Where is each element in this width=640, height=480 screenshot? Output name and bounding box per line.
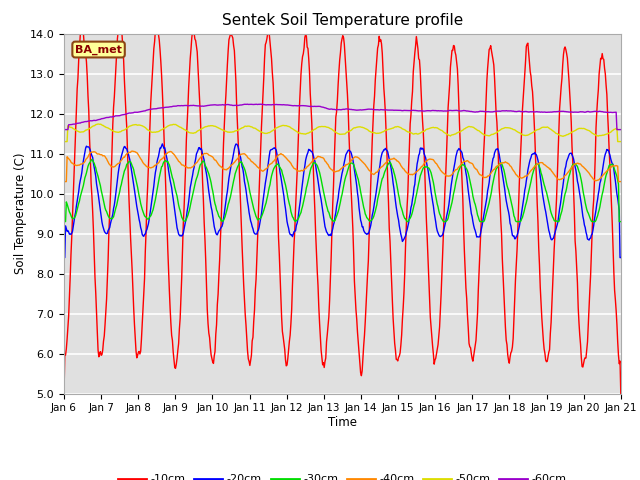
Title: Sentek Soil Temperature profile: Sentek Soil Temperature profile [222, 13, 463, 28]
-20cm [617, 255, 625, 261]
-10cm [617, 391, 625, 396]
Legend: -10cm, -20cm, -30cm, -40cm, -50cm, -60cm: -10cm, -20cm, -30cm, -40cm, -50cm, -60cm [114, 470, 571, 480]
-30cm [185, 210, 193, 216]
-50cm [60, 139, 68, 144]
-30cm [214, 211, 222, 217]
-30cm [88, 156, 96, 162]
-10cm [116, 17, 124, 23]
-50cm [70, 126, 78, 132]
-50cm [214, 125, 222, 131]
X-axis label: Time: Time [328, 416, 357, 429]
-40cm [128, 148, 136, 154]
-60cm [184, 103, 192, 108]
-60cm [127, 110, 135, 116]
-30cm [428, 170, 435, 176]
-30cm [70, 215, 78, 221]
-50cm [94, 121, 102, 127]
-30cm [411, 200, 419, 205]
-40cm [214, 161, 222, 167]
Line: -40cm: -40cm [64, 151, 621, 181]
-20cm [185, 199, 193, 204]
-20cm [214, 230, 222, 236]
-10cm [70, 168, 78, 174]
-20cm [411, 181, 419, 187]
-60cm [256, 101, 264, 107]
-10cm [60, 391, 68, 396]
-50cm [185, 130, 193, 135]
-40cm [411, 170, 419, 176]
-40cm [428, 156, 435, 162]
-60cm [70, 121, 78, 127]
-60cm [60, 127, 68, 132]
-50cm [617, 139, 625, 144]
-30cm [617, 219, 625, 225]
Line: -60cm: -60cm [64, 104, 621, 130]
-40cm [60, 179, 68, 184]
Line: -50cm: -50cm [64, 124, 621, 142]
-60cm [428, 108, 435, 114]
-10cm [128, 267, 136, 273]
-20cm [60, 255, 68, 261]
-50cm [128, 122, 136, 128]
-50cm [428, 125, 435, 131]
-20cm [70, 218, 78, 224]
-40cm [617, 179, 625, 184]
Text: BA_met: BA_met [75, 44, 122, 55]
-20cm [428, 189, 435, 194]
-10cm [411, 50, 419, 56]
Line: -20cm: -20cm [64, 144, 621, 258]
-20cm [159, 141, 166, 147]
-50cm [411, 131, 419, 136]
-30cm [128, 163, 136, 168]
-40cm [127, 148, 135, 154]
-10cm [185, 84, 193, 90]
Line: -30cm: -30cm [64, 159, 621, 222]
-40cm [70, 162, 78, 168]
-10cm [428, 324, 435, 330]
Line: -10cm: -10cm [64, 20, 621, 394]
-10cm [214, 291, 222, 297]
-60cm [411, 108, 419, 113]
Y-axis label: Soil Temperature (C): Soil Temperature (C) [13, 153, 27, 275]
-20cm [127, 167, 135, 172]
-60cm [617, 127, 625, 132]
-30cm [60, 219, 68, 225]
-40cm [185, 165, 193, 171]
-60cm [214, 102, 221, 108]
